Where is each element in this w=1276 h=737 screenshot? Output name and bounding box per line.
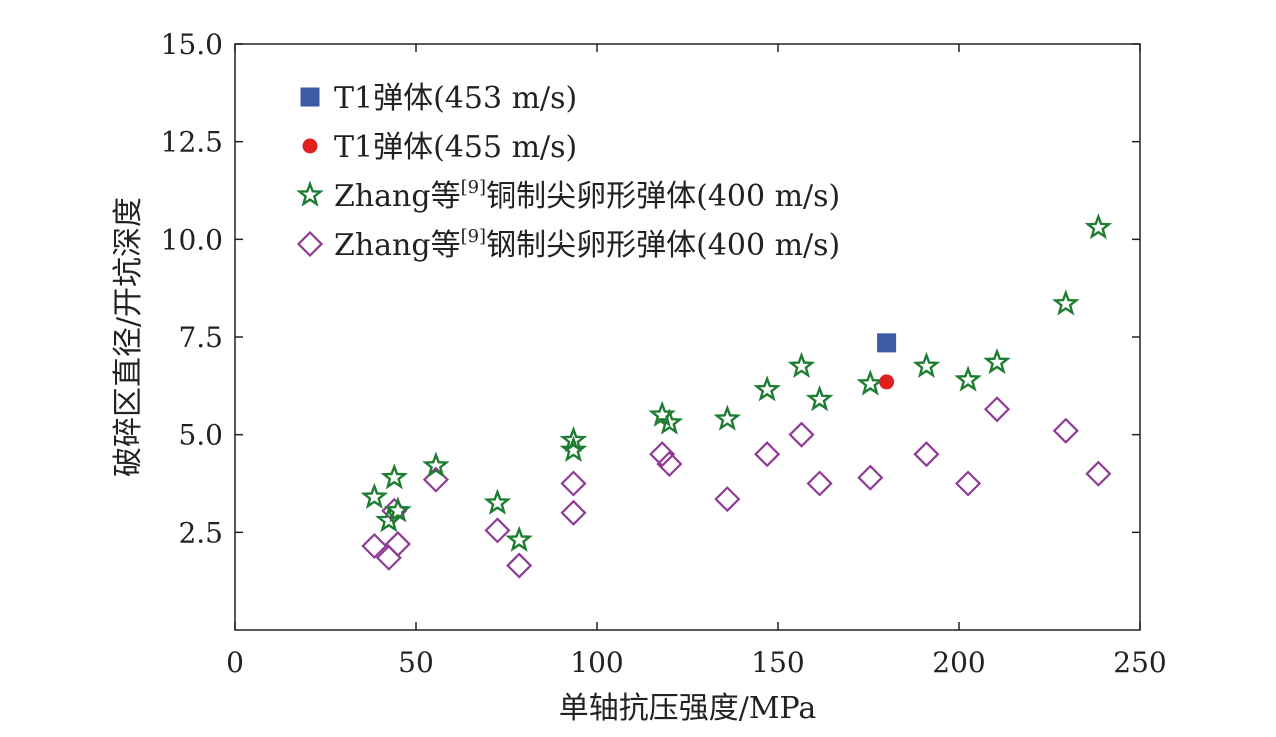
diamond-point: [806, 470, 833, 497]
diamond-point: [857, 464, 884, 491]
legend: T1弹体(453 m/s) T1弹体(455 m/s) Zhang等[9]铜制尖卵形…: [296, 81, 840, 263]
diamond-point: [954, 470, 982, 497]
y-tick-label: 7.5: [178, 321, 223, 354]
star-point: [483, 488, 512, 515]
x-tick-label: 200: [932, 646, 985, 679]
star-point: [805, 385, 834, 412]
star-point: [360, 482, 389, 509]
x-tick-label: 150: [751, 646, 804, 679]
star-point: [559, 435, 588, 462]
star-point: [1052, 289, 1080, 316]
diamond-point: [788, 421, 815, 448]
star-point: [983, 347, 1011, 375]
star-point: [655, 408, 684, 435]
diamond-point: [361, 532, 388, 560]
diamond-point: [656, 450, 683, 478]
diamond-point: [1085, 460, 1112, 487]
square-point: [877, 333, 897, 353]
y-tick-label: 5.0: [178, 419, 223, 452]
diamond-point: [484, 517, 511, 544]
star-point: [954, 365, 982, 392]
diamond-point: [506, 552, 533, 579]
star-point: [753, 375, 781, 402]
circle-point: [879, 374, 895, 390]
x-tick-label: 50: [398, 646, 434, 679]
x-tick-label: 250: [1113, 646, 1166, 679]
diamond-point: [1052, 417, 1079, 444]
diamond-point: [560, 499, 587, 526]
ticks: 0 50 100 150 200 250 2.5 5.0 7.5 10.0 12.5 15.0: [161, 28, 1167, 679]
legend-marker-circle: [302, 138, 318, 154]
x-axis-title: 单轴抗压强度/MPa: [559, 691, 817, 726]
axis-titles: 单轴抗压强度/MPa 破碎区直径/开坑深度: [111, 197, 816, 726]
star-point: [559, 426, 588, 453]
data-points: [360, 213, 1113, 579]
star-point: [505, 525, 533, 552]
diamond-point: [649, 441, 676, 468]
diamond-point: [714, 486, 741, 513]
y-tick-label: 15.0: [161, 28, 223, 61]
diamond-point: [560, 470, 587, 497]
y-tick-label: 10.0: [161, 223, 223, 256]
star-point: [713, 404, 742, 431]
star-point: [787, 351, 816, 378]
legend-marker-square: [300, 87, 320, 107]
legend-label: T1弹体(455 m/s): [334, 130, 577, 165]
x-tick-label: 0: [226, 646, 244, 679]
diamond-point: [754, 441, 781, 468]
star-point: [384, 496, 412, 523]
star-point: [380, 463, 409, 490]
x-tick-label: 100: [570, 646, 623, 679]
legend-label: T1弹体(453 m/s): [334, 81, 577, 116]
legend-marker-diamond: [296, 230, 324, 258]
y-tick-label: 12.5: [161, 126, 223, 159]
legend-label: Zhang等[9]铜制尖卵形弹体(400 m/s): [334, 177, 840, 214]
star-point: [375, 506, 403, 533]
diamond-point: [983, 396, 1011, 423]
star-point: [1084, 213, 1113, 240]
legend-marker-star: [296, 180, 324, 207]
y-axis-title: 破碎区直径/开坑深度: [111, 197, 146, 477]
diamond-point: [384, 530, 411, 558]
star-point: [856, 369, 885, 396]
star-point: [422, 451, 450, 478]
legend-label: Zhang等[9]钢制尖卵形弹体(400 m/s): [334, 226, 840, 263]
star-point: [912, 351, 941, 378]
diamond-point: [913, 441, 940, 468]
y-tick-label: 2.5: [178, 516, 223, 549]
